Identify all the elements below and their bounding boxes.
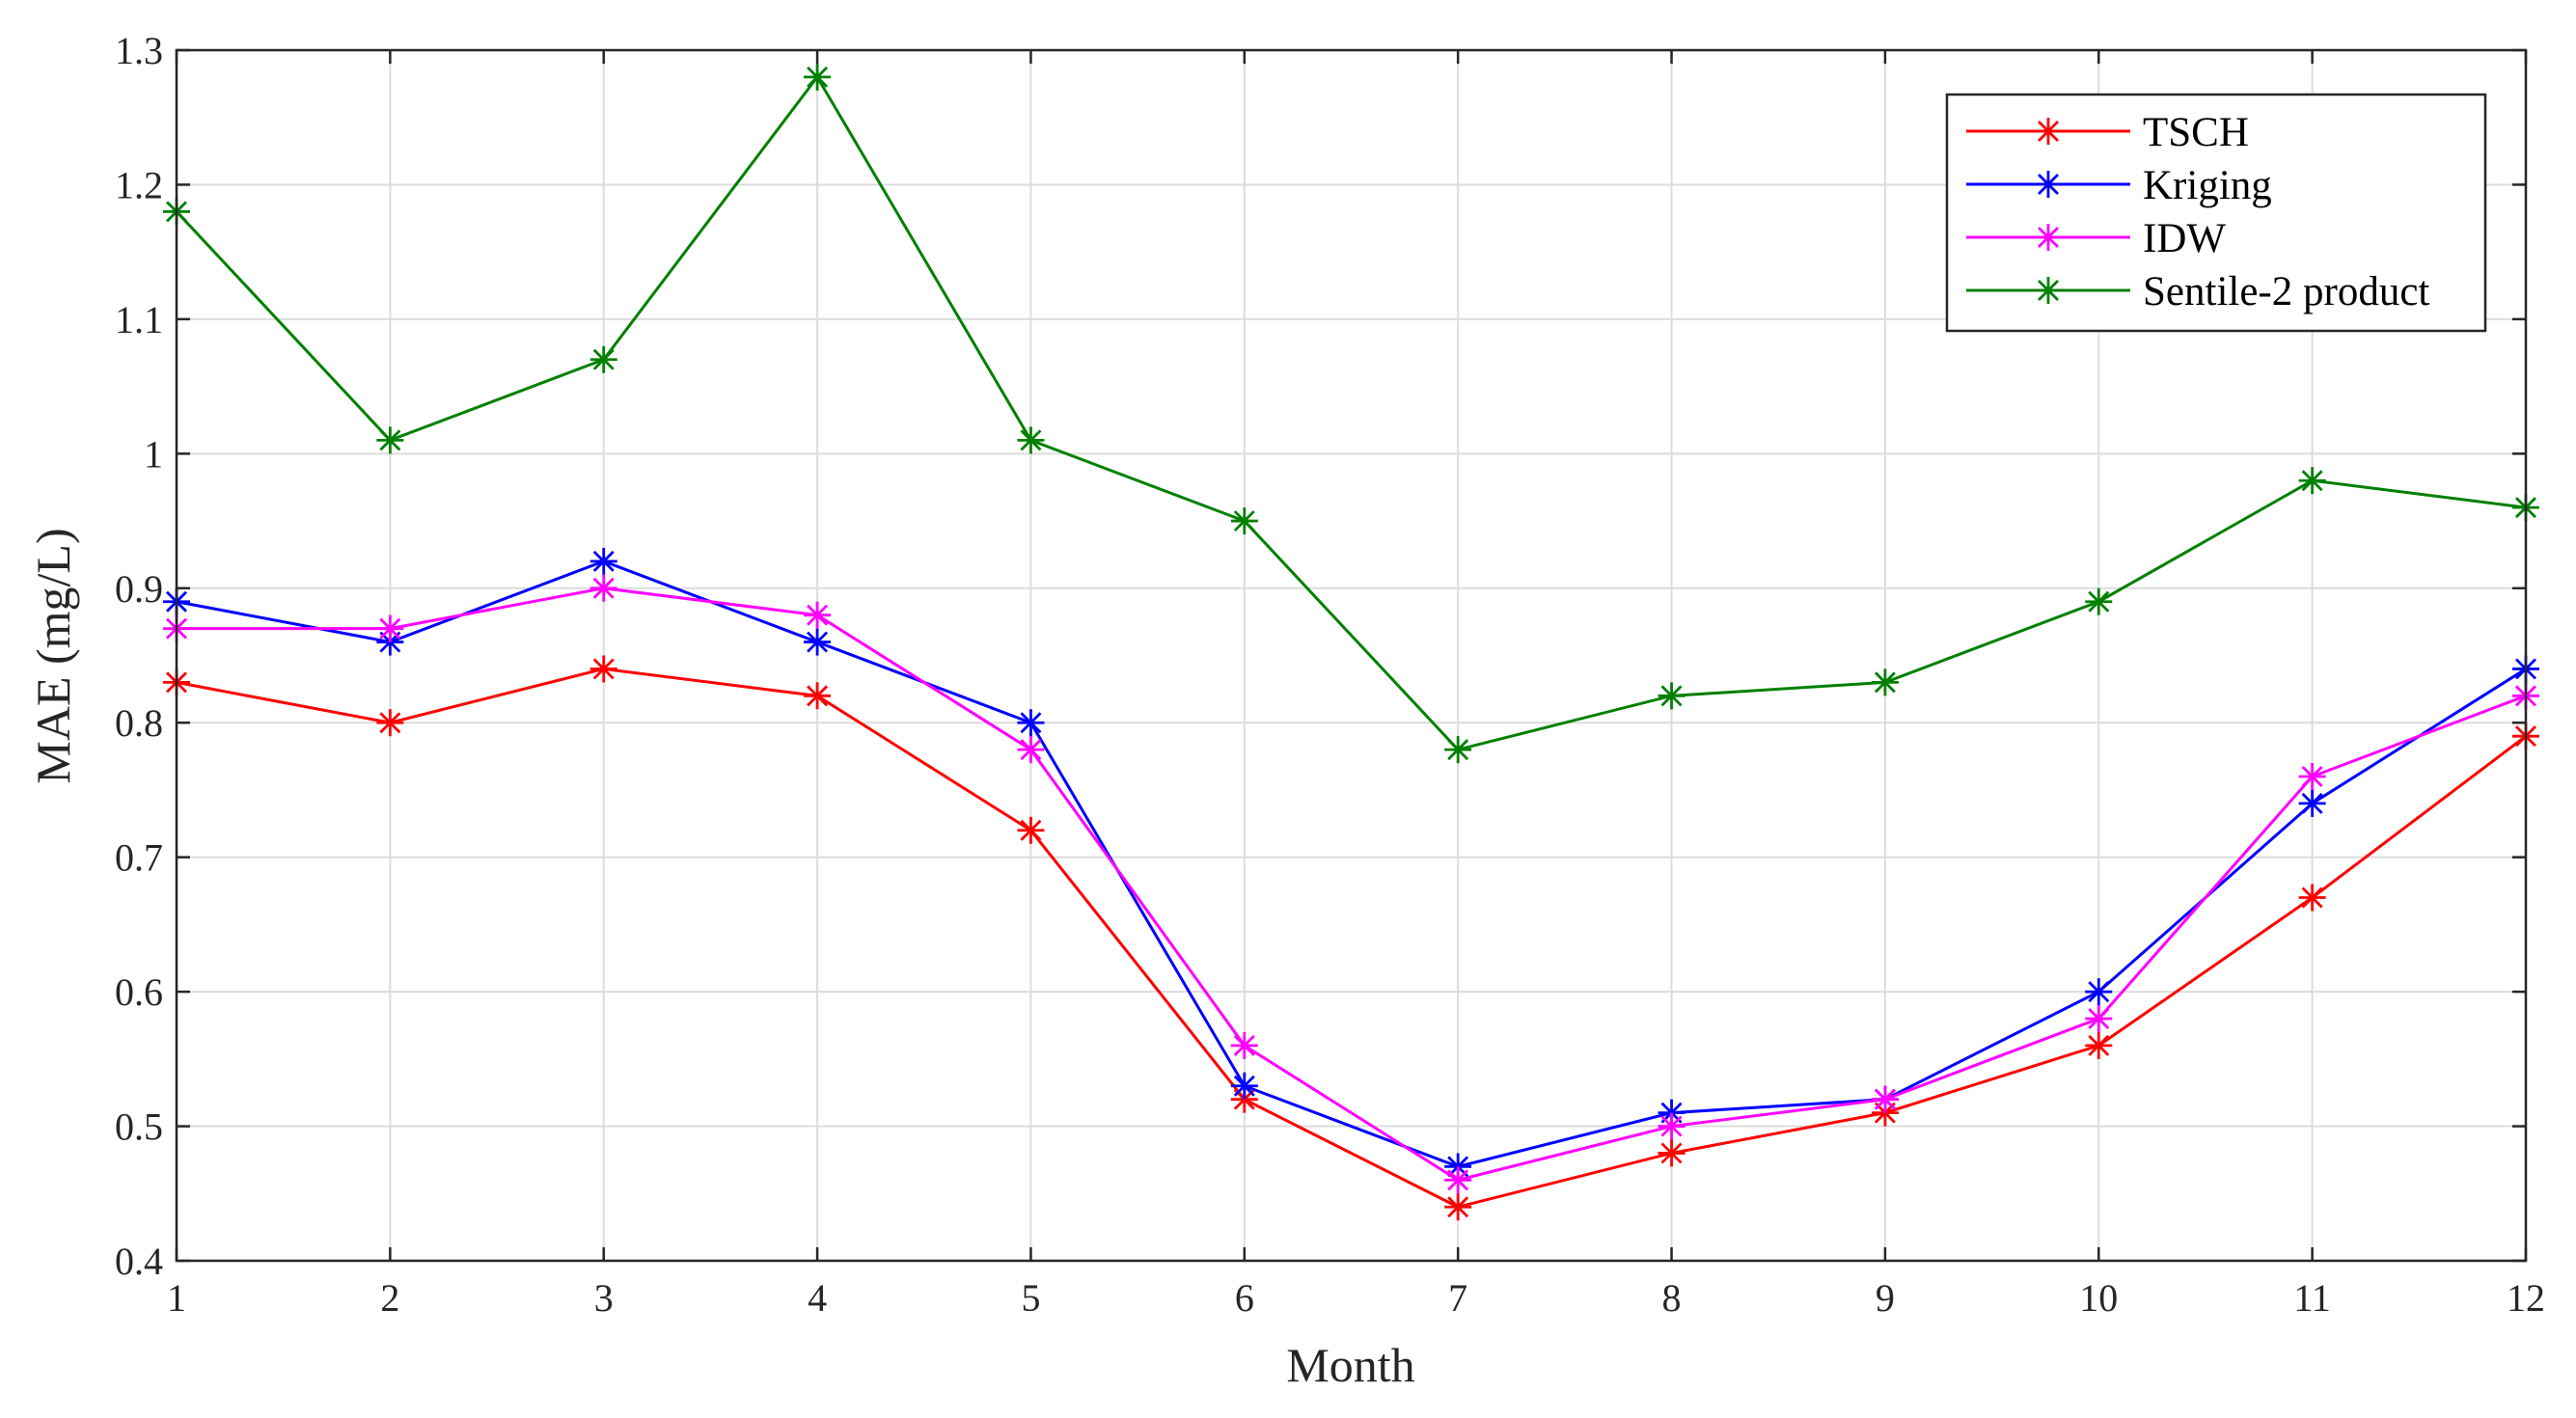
legend-marker-tsch (2035, 118, 2062, 145)
data-point-idw (2298, 763, 2326, 790)
data-point-tsch (589, 655, 617, 683)
legend-label-kriging: Kriging (2143, 163, 2272, 208)
data-point-idw (2085, 1005, 2113, 1032)
data-point-tsch (2085, 1031, 2113, 1059)
y-tick-label: 0.9 (115, 567, 163, 611)
y-tick-label: 1 (144, 432, 163, 476)
data-point-sentile-2-product (589, 345, 617, 373)
y-tick-label: 1.3 (115, 29, 163, 72)
x-tick-label: 5 (1021, 1276, 1040, 1320)
y-axis-label: MAE (mg/L) (26, 528, 80, 783)
y-tick-label: 1.1 (115, 298, 163, 341)
legend-marker-idw (2035, 224, 2062, 251)
y-tick-label: 0.5 (115, 1105, 163, 1149)
x-tick-label: 9 (1876, 1276, 1895, 1320)
series-line-idw (177, 586, 2527, 1182)
legend-item-tsch: TSCH (1966, 110, 2249, 155)
legend-label-idw: IDW (2143, 216, 2226, 261)
x-tick-label: 10 (2079, 1276, 2118, 1320)
x-tick-label: 2 (380, 1276, 399, 1320)
data-point-idw (1017, 736, 1045, 764)
x-tick-label: 7 (1448, 1276, 1467, 1320)
legend: TSCH Kriging IDW Sentile-2 product (1945, 93, 2487, 333)
data-point-idw (1230, 1031, 1258, 1059)
x-tick-label: 4 (808, 1276, 827, 1320)
series-line-tsch (176, 667, 2527, 1209)
y-tick-label: 1.2 (115, 163, 163, 206)
legend-item-kriging: Kriging (1966, 163, 2272, 208)
data-point-kriging (589, 547, 617, 575)
data-point-sentile-2-product (804, 63, 832, 91)
plot-frame (175, 48, 2528, 1263)
data-point-sentile-2-product (1658, 682, 1685, 710)
y-tick-label: 0.8 (115, 701, 163, 745)
data-point-kriging (2298, 789, 2326, 817)
y-tick-label: 0.7 (115, 836, 163, 880)
x-tick-label: 11 (2293, 1276, 2331, 1320)
data-point-idw (1444, 1166, 1472, 1194)
x-tick-label: 12 (2507, 1276, 2545, 1320)
legend-label-sentile-2-product: Sentile-2 product (2143, 269, 2429, 314)
data-point-idw (589, 574, 617, 602)
data-point-kriging (2085, 978, 2113, 1006)
data-point-sentile-2-product (1230, 507, 1258, 535)
data-point-tsch (2298, 884, 2326, 912)
y-tick-label: 0.4 (115, 1240, 163, 1283)
legend-marker-kriging (2035, 171, 2062, 198)
data-point-idw (1871, 1085, 1899, 1113)
data-point-kriging (1230, 1072, 1258, 1100)
data-point-idw (376, 614, 404, 642)
data-point-tsch (804, 682, 832, 710)
data-point-sentile-2-product (2085, 587, 2113, 615)
x-tick-label: 8 (1662, 1276, 1682, 1320)
data-point-tsch (376, 709, 404, 737)
data-point-sentile-2-product (1871, 668, 1899, 696)
data-point-tsch (1017, 816, 1045, 844)
data-point-idw (1658, 1112, 1685, 1140)
data-point-sentile-2-product (1444, 736, 1472, 764)
legend-item-sentile-2-product: Sentile-2 product (1966, 269, 2429, 314)
data-point-idw (804, 601, 832, 629)
legend-item-idw: IDW (1966, 216, 2226, 261)
x-tick-label: 3 (594, 1276, 614, 1320)
y-tick-label: 0.6 (115, 970, 163, 1014)
data-point-kriging (1017, 709, 1045, 737)
data-point-tsch (1444, 1193, 1472, 1221)
legend-label-tsch: TSCH (2143, 110, 2249, 155)
legend-marker-sentile-2-product (2035, 277, 2062, 304)
data-point-sentile-2-product (2298, 467, 2326, 495)
data-point-tsch (1658, 1139, 1685, 1167)
series-layer (163, 63, 2539, 1221)
axis-ticks: 1 2 3 4 5 6 7 8 9 10 11 120.40.50.60.70.80.911.11.2… (115, 29, 2545, 1320)
data-point-kriging (804, 628, 832, 656)
x-axis-label: Month (1286, 1338, 1414, 1392)
data-point-sentile-2-product (376, 426, 404, 454)
series-line-sentile-2-product (175, 74, 2527, 751)
series-idw (163, 574, 2539, 1194)
series-line-kriging (176, 559, 2527, 1168)
x-tick-label: 6 (1235, 1276, 1254, 1320)
x-tick-label: 1 (167, 1276, 186, 1320)
data-point-sentile-2-product (1017, 426, 1045, 454)
